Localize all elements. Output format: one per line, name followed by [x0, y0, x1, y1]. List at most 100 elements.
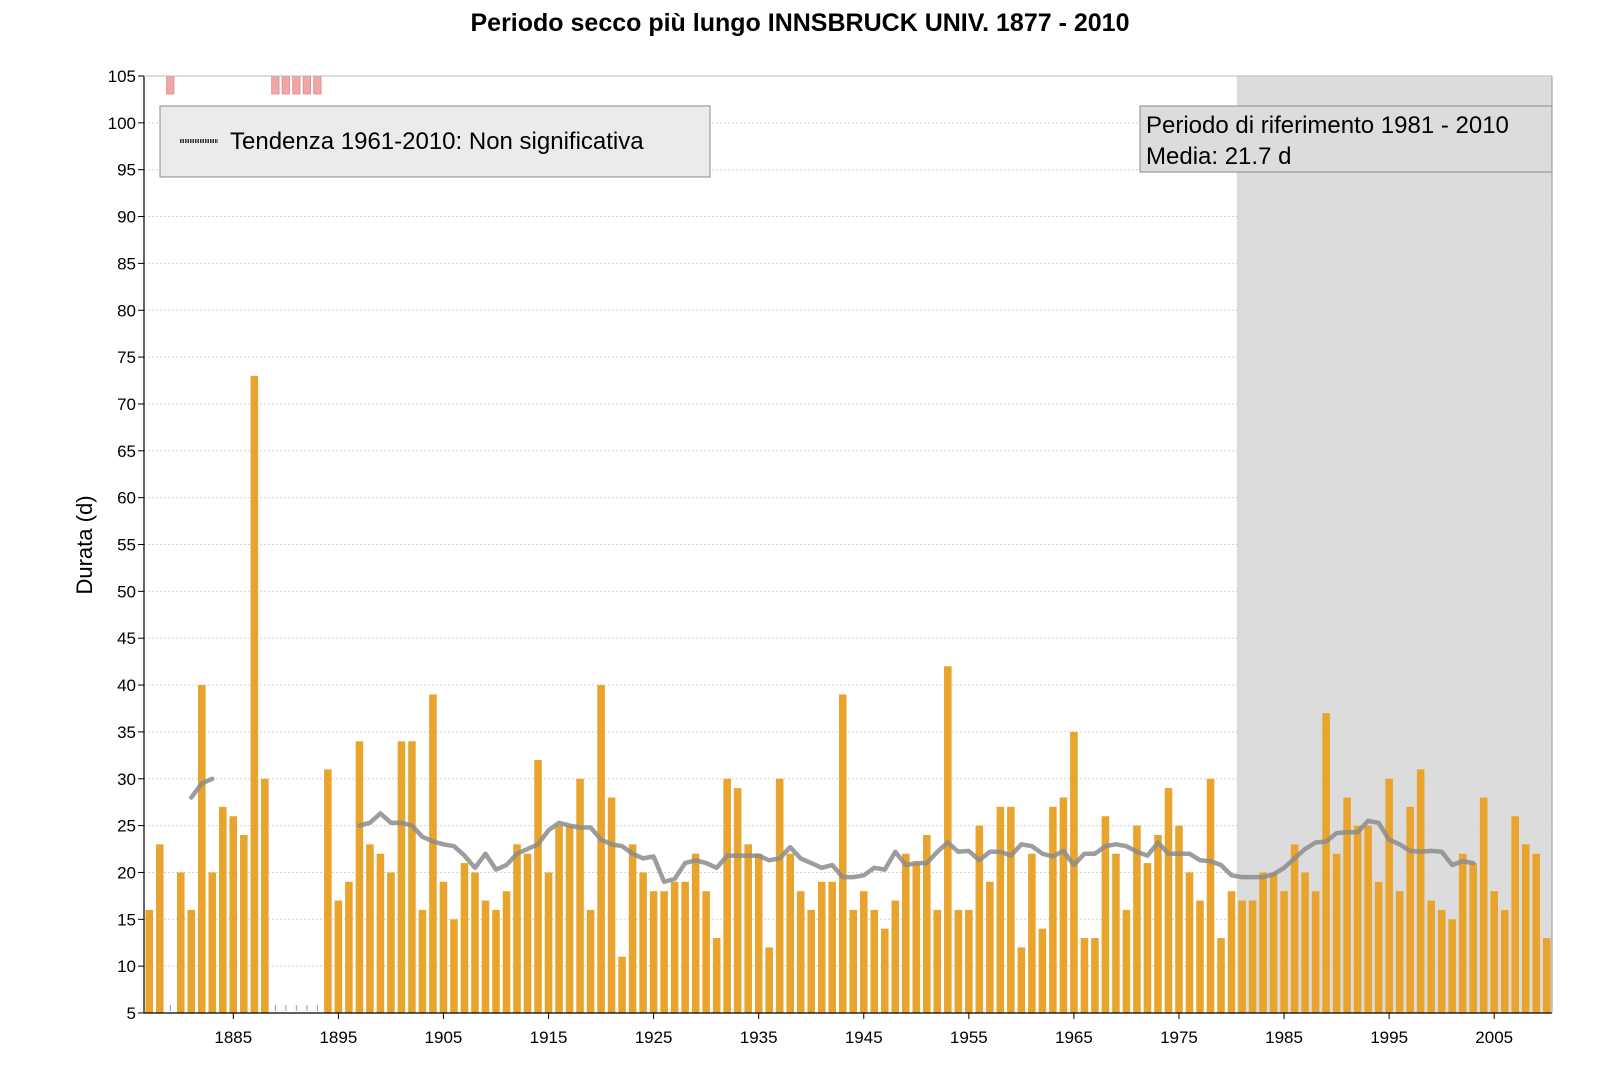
bar — [187, 909, 196, 1013]
bar — [1164, 788, 1173, 1013]
bar — [450, 919, 458, 1013]
bar — [1427, 900, 1435, 1013]
bar — [986, 881, 994, 1013]
y-tick-label: 30 — [117, 770, 136, 789]
bar — [208, 872, 217, 1013]
bar — [975, 825, 984, 1013]
bar — [607, 797, 616, 1013]
missing-year-marker — [302, 75, 311, 95]
bar — [397, 741, 406, 1013]
x-tick-label: 2005 — [1475, 1028, 1513, 1047]
bar — [1311, 891, 1320, 1013]
reference-period-box-bg — [1139, 105, 1553, 173]
bar — [555, 825, 563, 1013]
x-tick-label: 1975 — [1160, 1028, 1198, 1047]
bar — [1091, 938, 1099, 1013]
bar — [176, 872, 185, 1013]
bar — [639, 872, 647, 1013]
y-tick-label: 10 — [117, 957, 136, 976]
bar — [261, 778, 269, 1013]
legend-box — [159, 105, 711, 178]
y-tick-label: 25 — [117, 817, 136, 836]
bar — [1185, 872, 1194, 1013]
missing-year-marker — [271, 75, 280, 95]
bar — [418, 909, 427, 1013]
bar — [1133, 825, 1141, 1013]
x-tick-label: 1995 — [1370, 1028, 1408, 1047]
bar — [229, 816, 238, 1013]
y-tick-label: 65 — [117, 442, 136, 461]
bar — [513, 844, 521, 1013]
bar — [1154, 834, 1162, 1013]
y-tick-label: 85 — [117, 254, 136, 273]
bar — [786, 853, 794, 1013]
bar — [870, 909, 879, 1013]
x-tick-label: 1965 — [1055, 1028, 1093, 1047]
x-tick-label: 1945 — [845, 1028, 883, 1047]
bar — [880, 928, 889, 1013]
bar — [775, 778, 784, 1013]
y-tick-label: 5 — [127, 1004, 136, 1023]
bar — [460, 863, 469, 1013]
bar — [1196, 900, 1204, 1013]
gridlines — [144, 75, 1552, 967]
missing-year-marker — [166, 75, 175, 95]
x-tick-label: 1885 — [214, 1028, 252, 1047]
x-tick-label: 1915 — [530, 1028, 568, 1047]
bar — [891, 900, 900, 1013]
bar — [387, 872, 395, 1013]
bar — [1038, 928, 1047, 1013]
bar — [1416, 769, 1425, 1013]
bar — [1448, 919, 1456, 1013]
bar — [1521, 844, 1530, 1013]
x-tick-label: 1985 — [1265, 1028, 1303, 1047]
bar — [1532, 853, 1541, 1013]
bar — [366, 844, 374, 1013]
bar — [1437, 909, 1446, 1013]
bar — [1007, 806, 1015, 1013]
bar — [345, 881, 353, 1013]
y-tick-label: 90 — [117, 208, 136, 227]
reference-period-mean: Media: 21.7 d — [1146, 143, 1291, 170]
bar — [954, 909, 963, 1013]
bar — [376, 853, 385, 1013]
bar — [334, 900, 343, 1013]
bar — [250, 375, 259, 1014]
bar — [324, 769, 332, 1013]
reference-period-label: Periodo di riferimento 1981 - 2010 — [1146, 112, 1509, 139]
x-tick-label: 1925 — [635, 1028, 673, 1047]
bar — [429, 694, 437, 1013]
reference-period-box: Periodo di riferimento 1981 - 2010 Media… — [1139, 105, 1553, 173]
bar — [1017, 947, 1026, 1013]
bar — [1332, 853, 1341, 1013]
bar — [481, 900, 490, 1013]
bar — [618, 956, 626, 1013]
bar — [628, 844, 637, 1013]
trend-line-segment — [189, 776, 215, 800]
y-tick-label: 15 — [117, 910, 136, 929]
bar — [1259, 872, 1267, 1013]
bar — [838, 694, 847, 1013]
bar — [1217, 938, 1225, 1013]
missing-year-marker — [281, 75, 290, 95]
y-tick-label: 40 — [117, 676, 136, 695]
bar — [723, 778, 731, 1013]
bar — [902, 853, 910, 1013]
trend-line-segment — [357, 811, 1476, 885]
x-tick-labels: 1885 1895 1905 1915 1925 1935 1945 1955 1965 1975… — [214, 1013, 1513, 1047]
bar — [1406, 806, 1414, 1013]
bar — [1280, 891, 1288, 1013]
bar — [1070, 731, 1078, 1013]
legend-trend-label: Tendenza 1961-2010: Non significativa — [230, 128, 644, 155]
y-tick-label: 105 — [108, 67, 136, 86]
y-tick-label: 35 — [117, 723, 136, 742]
bar — [1028, 853, 1036, 1013]
bar — [965, 909, 973, 1013]
bar — [1143, 863, 1152, 1013]
y-axis-label: Durata (d) — [72, 495, 97, 594]
bar — [1374, 881, 1383, 1013]
bar — [1500, 909, 1509, 1013]
bar — [1343, 797, 1351, 1013]
bar — [765, 947, 773, 1013]
